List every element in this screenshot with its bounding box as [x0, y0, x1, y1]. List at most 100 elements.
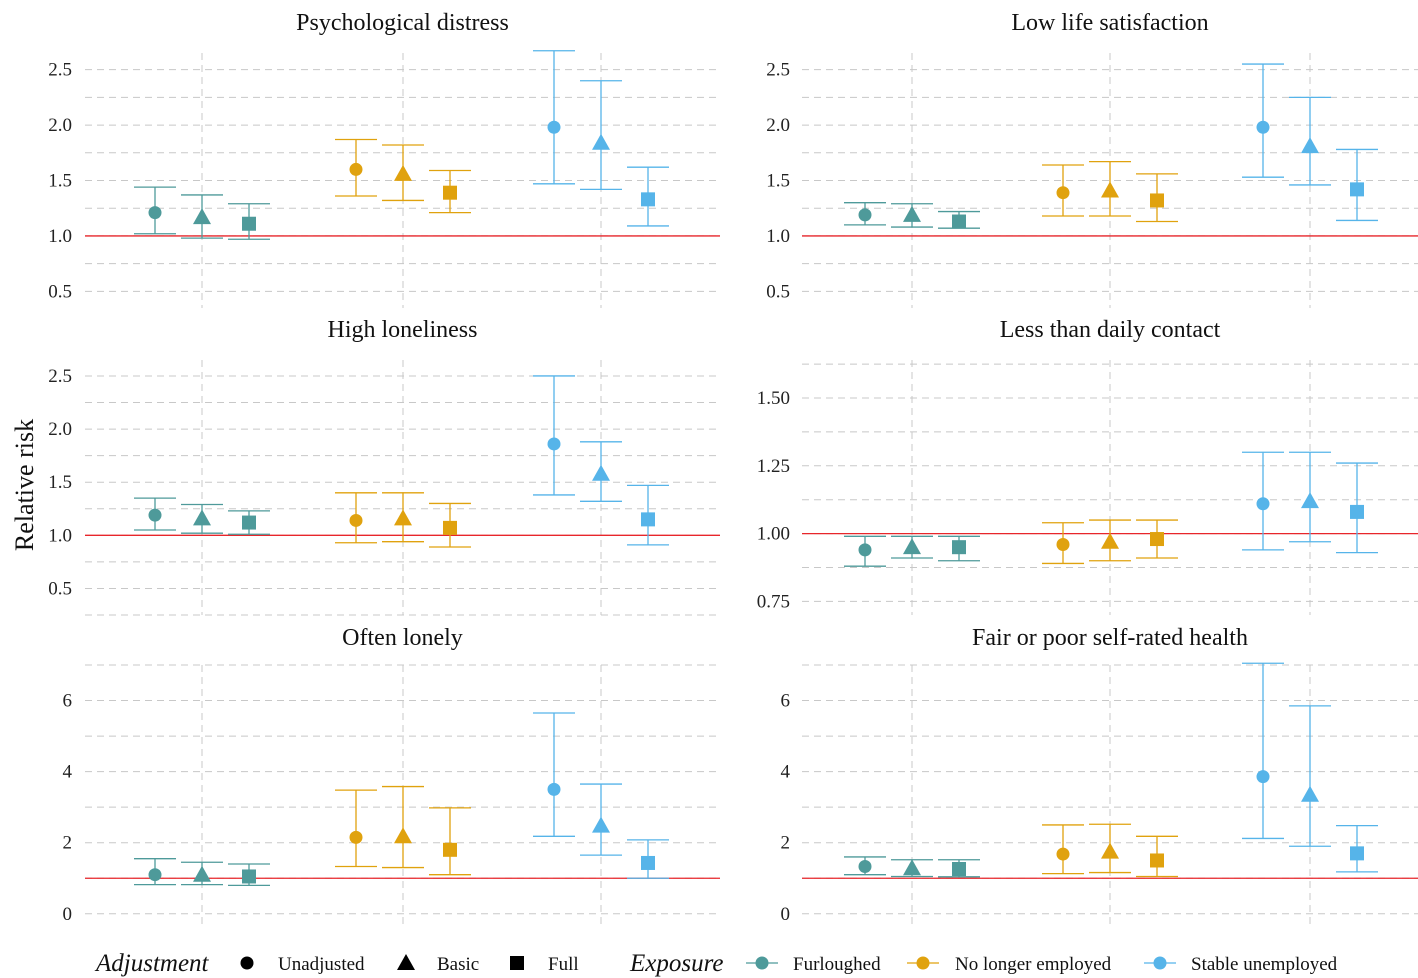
- panel-title: Psychological distress: [296, 10, 509, 36]
- point-marker: [1150, 853, 1164, 868]
- point-marker: [148, 206, 162, 220]
- estimate-furloughed-basic: [891, 859, 933, 878]
- point-marker: [1350, 504, 1364, 519]
- point-marker: [242, 515, 256, 530]
- point-marker: [242, 216, 256, 231]
- legend-square-icon: [510, 956, 524, 970]
- estimate-stable-unemployed-unadjusted: [1242, 451, 1284, 551]
- estimate-no-longer-employed-unadjusted: [1042, 824, 1084, 875]
- estimate-stable-unemployed-full: [627, 839, 669, 879]
- y-tick-label: 1.25: [757, 456, 790, 477]
- y-tick-label: 0.5: [48, 281, 72, 302]
- estimate-furloughed-unadjusted: [134, 858, 176, 886]
- estimate-stable-unemployed-unadjusted: [533, 50, 575, 185]
- estimate-stable-unemployed-full: [1336, 824, 1378, 873]
- legend-dot-icon: [755, 956, 769, 970]
- point-marker: [148, 868, 162, 882]
- y-tick-label: 4: [781, 762, 791, 783]
- y-tick-label: 2.0: [48, 115, 72, 136]
- estimate-no-longer-employed-basic: [1089, 519, 1131, 562]
- estimate-no-longer-employed-basic: [382, 785, 424, 869]
- estimate-no-longer-employed-full: [429, 169, 471, 214]
- point-marker: [903, 859, 921, 876]
- legend-item-furloughed: Furloughed: [793, 954, 881, 975]
- estimate-stable-unemployed-basic: [580, 441, 622, 502]
- point-marker: [641, 192, 655, 207]
- point-marker: [1056, 537, 1070, 551]
- point-marker: [349, 830, 363, 844]
- legend-item-full: Full: [548, 954, 579, 975]
- y-tick-label: 1.5: [48, 472, 72, 493]
- y-tick-label: 1.00: [757, 524, 790, 545]
- estimate-furloughed-basic: [181, 861, 223, 886]
- estimate-furloughed-full: [228, 510, 270, 535]
- legend-adjustment-title: Adjustment: [94, 950, 210, 977]
- estimate-furloughed-basic: [181, 194, 223, 239]
- panel-title: Fair or poor self-rated health: [972, 625, 1248, 651]
- estimate-no-longer-employed-unadjusted: [335, 789, 377, 868]
- estimate-no-longer-employed-full: [1136, 835, 1178, 878]
- y-tick-label: 2.5: [48, 60, 72, 81]
- legend-dot-icon: [1153, 956, 1167, 970]
- estimate-stable-unemployed-full: [627, 484, 669, 546]
- point-marker: [443, 842, 457, 857]
- legend: Adjustment Unadjusted Basic Full Exposure Fur…: [94, 950, 1338, 977]
- point-marker: [1256, 770, 1270, 784]
- point-marker: [592, 464, 610, 481]
- estimate-no-longer-employed-basic: [1089, 161, 1131, 217]
- point-marker: [858, 208, 872, 222]
- legend-dot-icon: [916, 956, 930, 970]
- legend-triangle-icon: [397, 954, 415, 970]
- legend-circle-icon: [240, 956, 254, 970]
- legend-item-unadjusted: Unadjusted: [278, 954, 365, 975]
- estimate-no-longer-employed-basic: [1089, 823, 1131, 874]
- panel-fair-or-poor-self-rated-health: 0 2 4 6 Fair or poor self-rated health: [781, 625, 1418, 928]
- point-marker: [1101, 532, 1119, 549]
- point-marker: [952, 214, 966, 229]
- y-tick-label: 2.5: [48, 366, 72, 387]
- y-tick-label: 2.0: [766, 115, 790, 136]
- estimate-no-longer-employed-full: [1136, 519, 1178, 559]
- estimate-furloughed-full: [228, 203, 270, 240]
- estimate-no-longer-employed-unadjusted: [1042, 522, 1084, 565]
- estimate-stable-unemployed-full: [627, 166, 669, 227]
- estimate-furloughed-basic: [181, 503, 223, 534]
- panel-title: Less than daily contact: [1000, 317, 1221, 343]
- estimate-no-longer-employed-full: [429, 807, 471, 876]
- estimate-stable-unemployed-unadjusted: [1242, 662, 1284, 840]
- y-tick-label: 4: [63, 762, 73, 783]
- y-tick-label: 6: [63, 691, 73, 712]
- point-marker: [349, 162, 363, 176]
- estimate-furloughed-full: [228, 863, 270, 887]
- point-marker: [443, 185, 457, 200]
- estimate-stable-unemployed-basic: [580, 783, 622, 856]
- estimate-stable-unemployed-unadjusted: [533, 712, 575, 837]
- panel-psychological-distress: 0.5 1.0 1.5 2.0 2.5 Psychological distress: [48, 10, 720, 308]
- point-marker: [443, 520, 457, 535]
- point-marker: [193, 865, 211, 882]
- estimate-furloughed-unadjusted: [844, 856, 886, 876]
- estimate-stable-unemployed-basic: [1289, 96, 1331, 186]
- estimate-no-longer-employed-full: [1136, 173, 1178, 223]
- point-marker: [547, 120, 561, 134]
- y-tick-label: 2: [63, 833, 73, 854]
- legend-item-basic: Basic: [437, 954, 479, 975]
- point-marker: [1256, 497, 1270, 511]
- point-marker: [858, 860, 872, 874]
- y-tick-label: 1.5: [48, 171, 72, 192]
- estimate-furloughed-basic: [891, 203, 933, 228]
- point-marker: [1101, 842, 1119, 859]
- estimate-stable-unemployed-unadjusted: [1242, 63, 1284, 178]
- point-marker: [394, 827, 412, 844]
- estimate-no-longer-employed-unadjusted: [335, 138, 377, 197]
- point-marker: [903, 205, 921, 222]
- estimate-stable-unemployed-full: [1336, 462, 1378, 554]
- y-axis-label: Relative risk: [10, 419, 39, 551]
- y-tick-label: 0.5: [48, 578, 72, 599]
- estimate-no-longer-employed-unadjusted: [335, 492, 377, 544]
- point-marker: [858, 543, 872, 557]
- point-marker: [1301, 785, 1319, 802]
- estimate-furloughed-full: [938, 859, 980, 878]
- y-tick-label: 2.5: [766, 60, 790, 81]
